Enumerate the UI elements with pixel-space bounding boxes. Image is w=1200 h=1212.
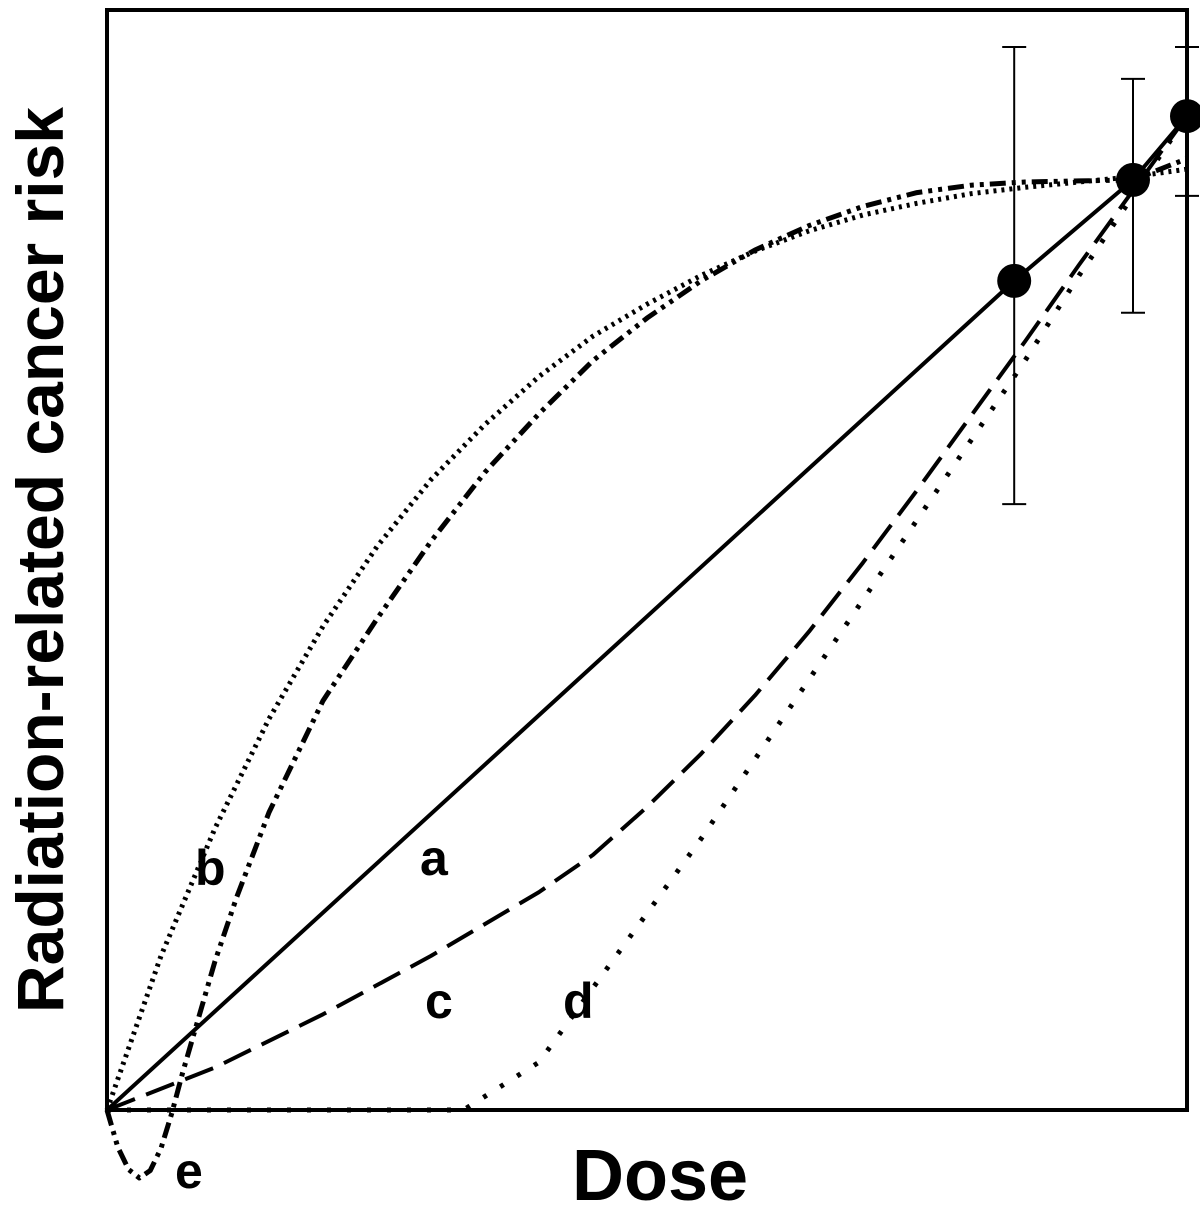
series-line-a xyxy=(105,114,1189,1112)
curve-label-c: c xyxy=(425,973,453,1029)
curve-label-d: d xyxy=(563,973,594,1029)
observation-1 xyxy=(997,46,1032,506)
data-point xyxy=(997,263,1032,298)
series-line-e xyxy=(104,156,1188,1181)
curve-label-a: a xyxy=(420,830,449,886)
plot-frame xyxy=(105,8,1189,1112)
curve-label-b: b xyxy=(195,840,226,896)
observation-2 xyxy=(1116,77,1150,314)
series-line-c xyxy=(106,114,1189,1112)
series-line-b xyxy=(104,166,1188,1111)
data-point xyxy=(1116,162,1150,197)
curve-label-e: e xyxy=(175,1143,203,1199)
x-axis-label: Dose xyxy=(572,1136,748,1207)
y-axis-label: Radiation-related cancer risk xyxy=(3,107,77,1013)
